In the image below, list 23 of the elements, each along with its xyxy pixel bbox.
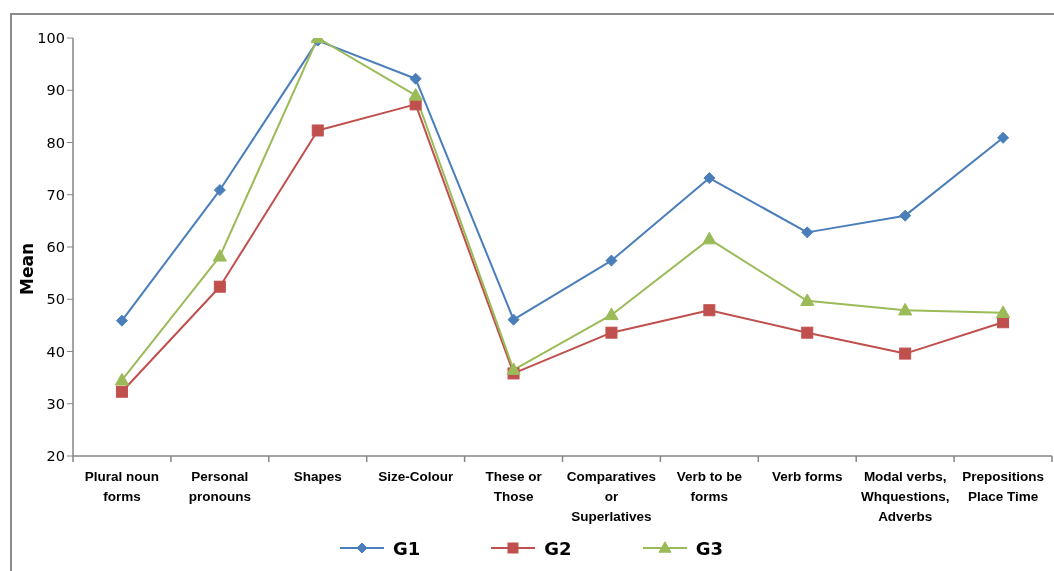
y-tick-label: 60 <box>46 239 65 256</box>
x-tick-label: Shapes <box>293 468 342 484</box>
x-tick-label: Plural noun forms <box>84 468 160 504</box>
legend-label: G1 <box>393 537 421 559</box>
y-tick-label: 30 <box>46 395 65 412</box>
y-tick-label: 80 <box>46 134 65 151</box>
y-tick-label: 90 <box>46 82 65 99</box>
y-tick-label: 50 <box>46 291 65 308</box>
y-tick-label: 40 <box>46 343 65 360</box>
legend-label: G3 <box>695 537 723 559</box>
y-tick-label: 70 <box>46 186 65 203</box>
x-tick-label: Verb forms <box>771 468 843 484</box>
x-tick-label: Modal verbs, Whquestions, Adverbs <box>860 468 950 525</box>
x-tick-label: Verb to be forms <box>676 468 743 504</box>
x-tick-label: Size-Colour <box>378 468 454 484</box>
x-tick-label: Personal pronouns <box>188 468 251 504</box>
y-tick-label: 100 <box>37 30 65 47</box>
x-tick-label: These or Those <box>485 468 543 504</box>
y-axis-title: Mean <box>17 242 37 296</box>
x-tick-label: Comparatives or Superlatives <box>566 468 657 525</box>
x-tick-label: Prepositions Place Time <box>962 468 1044 504</box>
y-tick-label: 20 <box>46 448 65 465</box>
legend-label: G2 <box>544 537 572 559</box>
